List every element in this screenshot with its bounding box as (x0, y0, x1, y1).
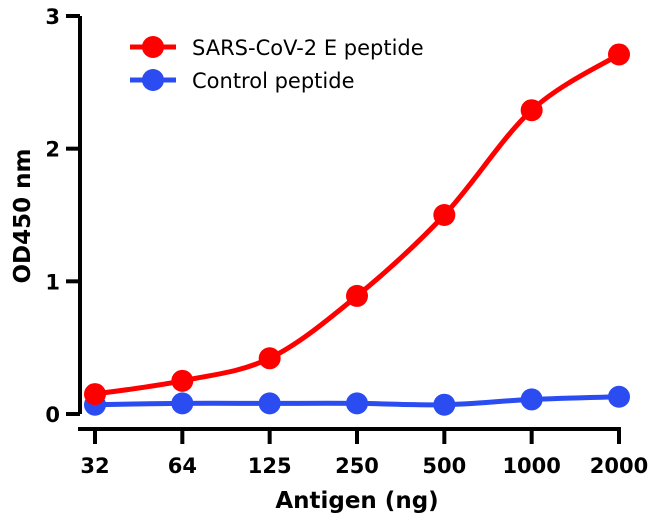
x-tick-label: 125 (248, 454, 292, 478)
axes: 0 1 2 3 32 64 125 250 500 1000 2000 (45, 5, 648, 478)
legend-marker (142, 36, 164, 58)
x-tick-label: 500 (422, 454, 466, 478)
data-point (171, 392, 194, 415)
x-axis-title: Antigen (ng) (275, 488, 438, 514)
data-point (608, 43, 630, 66)
legend-label: SARS-CoV-2 E peptide (192, 36, 424, 60)
x-tick-label: 1000 (502, 454, 560, 478)
data-point (84, 383, 106, 406)
legend-item: Control peptide (130, 69, 354, 93)
y-tick-label: 1 (45, 270, 60, 294)
legend-marker (142, 69, 164, 91)
legend-item: SARS-CoV-2 E peptide (130, 36, 424, 60)
series-0 (84, 43, 630, 406)
x-tick-label: 64 (168, 454, 197, 478)
data-point (171, 369, 194, 392)
data-point (520, 99, 543, 122)
x-tick-label: 2000 (590, 454, 648, 478)
series-1 (84, 385, 630, 416)
data-point (258, 347, 281, 370)
y-tick-label: 2 (45, 138, 60, 162)
legend: SARS-CoV-2 E peptide Control peptide (130, 36, 424, 93)
data-point (433, 204, 456, 226)
y-tick-label: 3 (45, 5, 60, 29)
data-point (608, 385, 630, 408)
data-point (433, 393, 456, 416)
data-point (346, 392, 368, 415)
data-point (346, 284, 368, 307)
x-tick-label: 250 (335, 454, 379, 478)
y-tick-label: 0 (45, 403, 60, 427)
data-point (520, 388, 543, 411)
series-layer (84, 43, 630, 416)
legend-label: Control peptide (192, 69, 354, 93)
data-point (258, 392, 281, 415)
y-axis-title: OD450 nm (10, 148, 36, 283)
x-tick-label: 32 (80, 454, 109, 478)
